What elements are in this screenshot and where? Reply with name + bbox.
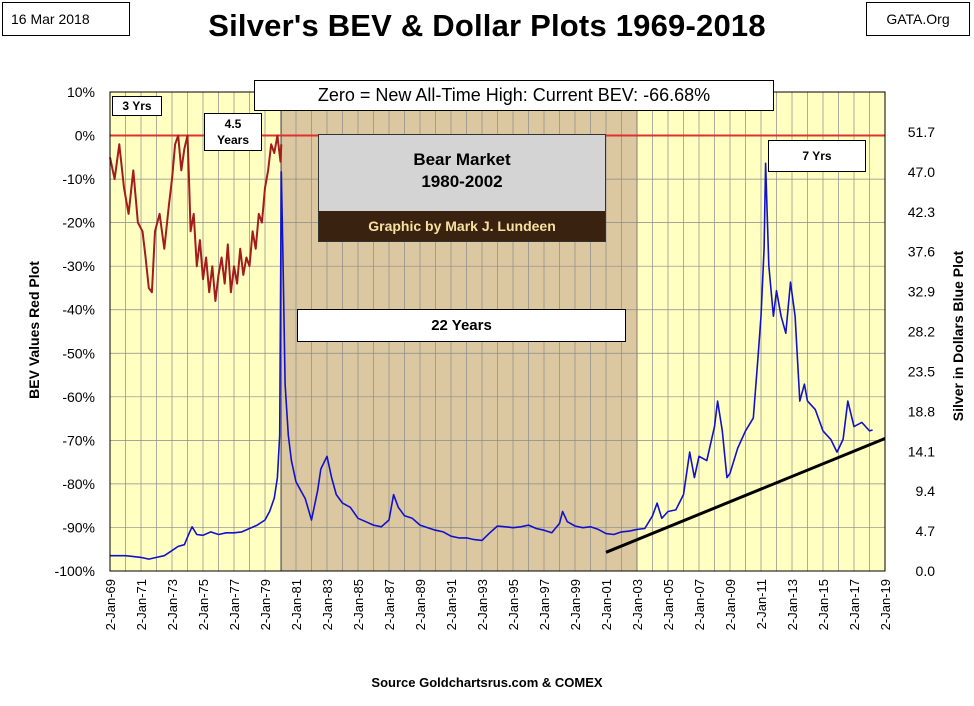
label-22-years: 22 Years [297,309,626,342]
x-tick-label: 2-Jan-77 [227,579,242,630]
x-tick-label: 2-Jan-07 [692,579,707,630]
zero-note: Zero = New All-Time High: Current BEV: -… [254,80,774,111]
x-tick-label: 2-Jan-11 [754,579,769,629]
left-tick-label: -100% [55,563,95,579]
bear-market-title: Bear Market 1980-2002 [319,149,605,193]
x-tick-label: 2-Jan-17 [847,579,862,630]
x-tick-label: 2-Jan-83 [320,579,335,630]
right-tick-label: 9.4 [916,483,936,499]
left-tick-label: -60% [62,389,95,405]
right-axis-title: Silver in Dollars Blue Plot [950,250,966,422]
x-tick-label: 2-Jan-89 [413,579,428,630]
bev-series-line [109,134,283,302]
right-tick-label: 23.5 [908,363,935,379]
right-axis: 51.7 47.0 42.3 37.6 32.9 28.2 23.5 18.8 14.1 9.4 4… [908,124,935,579]
trend-line [605,437,886,554]
date-stamp: 16 Mar 2018 [2,2,130,36]
x-tick-label: 2-Jan-87 [382,579,397,630]
left-tick-label: -30% [62,258,95,274]
right-tick-label: 18.8 [908,403,935,419]
left-axis-title: BEV Values Red Plot [26,261,42,399]
right-tick-label: 14.1 [908,443,935,459]
right-tick-label: 47.0 [908,164,935,180]
right-tick-label: 37.6 [908,244,935,260]
x-tick-label: 2-Jan-69 [103,579,118,630]
x-tick-label: 2-Jan-79 [258,579,273,630]
bear-market-box: Bear Market 1980-2002 Graphic by Mark J.… [318,134,606,242]
left-tick-label: -50% [62,345,95,361]
left-tick-label: -80% [62,476,95,492]
x-tick-label: 2-Jan-93 [475,579,490,630]
x-tick-label: 2-Jan-13 [785,579,800,630]
x-tick-label: 2-Jan-95 [506,579,521,630]
left-tick-label: 0% [75,128,95,144]
left-tick-label: -40% [62,302,95,318]
x-tick-label: 2-Jan-05 [661,579,676,630]
right-tick-label: 4.7 [916,523,936,539]
x-axis: 2-Jan-69 2-Jan-71 2-Jan-73 2-Jan-75 2-Jan-77… [103,579,893,630]
label-4-5-line1: 4.5 [224,117,242,131]
x-tick-label: 2-Jan-81 [289,579,304,630]
chart-title: Silver's BEV & Dollar Plots 1969-2018 [208,8,766,43]
left-tick-label: -70% [62,432,95,448]
bear-market-line2: 1980-2002 [421,172,503,191]
right-tick-label: 42.3 [908,204,935,220]
source-stamp: GATA.Org [866,2,970,36]
x-tick-label: 2-Jan-01 [599,579,614,630]
x-tick-label: 2-Jan-73 [165,579,180,630]
x-tick-label: 2-Jan-91 [444,579,459,630]
x-tick-label: 2-Jan-99 [568,579,583,630]
label-4-5-years: 4.5 Years [204,113,262,151]
x-tick-label: 2-Jan-15 [816,579,831,630]
label-4-5-line2: Years [216,133,250,147]
silver-price-series-line [110,162,873,560]
left-tick-label: -10% [62,171,95,187]
label-3-yrs-text: 3 Yrs [122,99,152,113]
bear-market-line1: Bear Market [413,150,511,169]
x-tick-label: 2-Jan-09 [723,579,738,630]
right-tick-label: 28.2 [908,324,935,340]
x-tick-label: 2-Jan-19 [878,579,893,630]
right-tick-label: 51.7 [908,124,935,140]
x-tick-label: 2-Jan-97 [537,579,552,630]
graphic-credit: Graphic by Mark J. Lundeen [319,211,605,241]
label-3-yrs: 3 Yrs [112,96,162,116]
left-axis: 10% 0% -10% -20% -30% -40% -50% -60% -70% -80% -90… [55,84,95,579]
source-footer: Source Goldchartsrus.com & COMEX [371,675,603,690]
x-tick-label: 2-Jan-85 [351,579,366,630]
label-7-yrs: 7 Yrs [768,140,866,172]
left-tick-label: -90% [62,519,95,535]
left-tick-label: -20% [62,215,95,231]
label-7-yrs-text: 7 Yrs [802,149,832,163]
right-tick-label: 0.0 [916,563,936,579]
x-tick-label: 2-Jan-03 [630,579,645,630]
right-tick-label: 32.9 [908,284,935,300]
series-layer [109,134,873,560]
left-tick-label: 10% [67,84,95,100]
x-tick-label: 2-Jan-75 [196,579,211,630]
x-tick-label: 2-Jan-71 [134,579,149,630]
